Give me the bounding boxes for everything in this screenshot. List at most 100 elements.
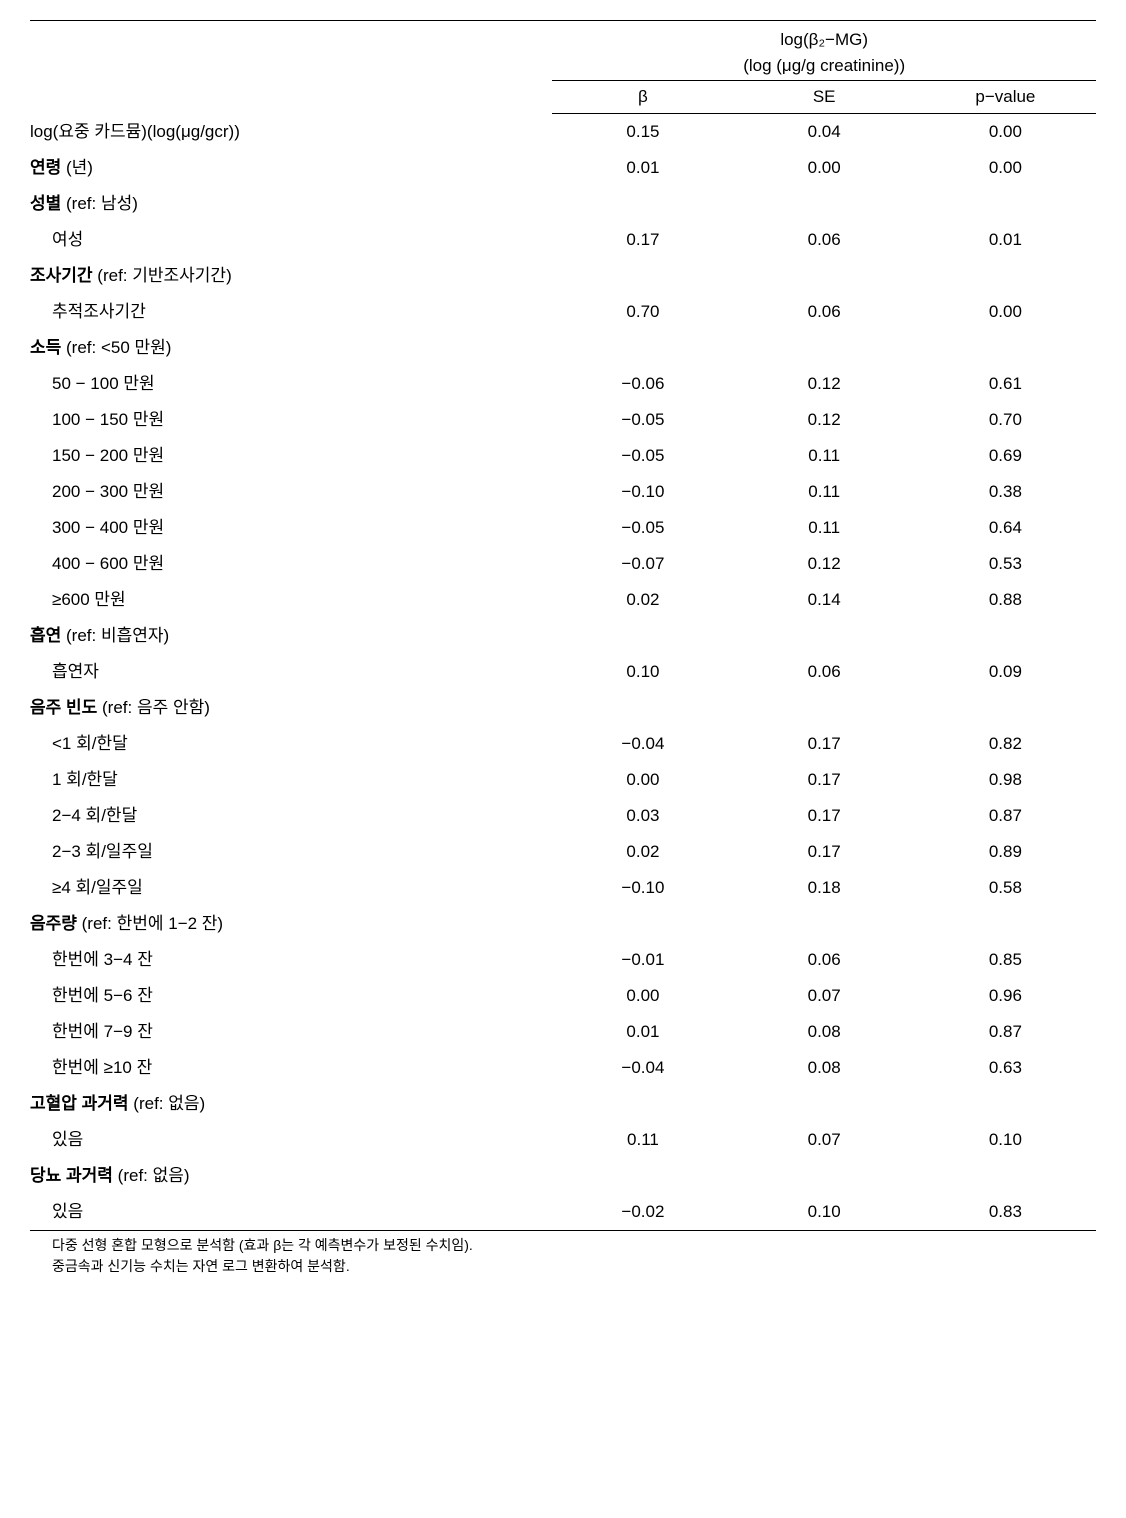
cell-se [734,1158,915,1194]
row-label: 흡연자 [30,654,552,690]
table-header: log(β₂−MG) (log (μg/g creatinine)) β SE … [30,21,1096,114]
row-label-rest: (ref: 없음) [113,1166,190,1185]
row-label-rest: (년) [61,158,93,177]
row-label: 당뇨 과거력 (ref: 없음) [30,1158,552,1194]
row-label: 2−4 회/한달 [30,798,552,834]
row-label: 1 회/한달 [30,762,552,798]
row-label: 한번에 3−4 잔 [30,942,552,978]
cell-beta [552,906,733,942]
cell-p: 0.09 [915,654,1096,690]
cell-p: 0.53 [915,546,1096,582]
row-label: 고혈압 과거력 (ref: 없음) [30,1086,552,1122]
table-row: 음주량 (ref: 한번에 1−2 잔) [30,906,1096,942]
row-label-bold: 연령 [30,158,61,177]
cell-se: 0.17 [734,798,915,834]
footnote-1: 다중 선형 혼합 모형으로 분석함 (효과 β는 각 예측변수가 보정된 수치임… [52,1235,1096,1256]
table-row: 소득 (ref: <50 만원) [30,330,1096,366]
cell-beta: −0.01 [552,942,733,978]
cell-beta: 0.00 [552,978,733,1014]
cell-se: 0.06 [734,654,915,690]
cell-beta: −0.04 [552,726,733,762]
table-row: 50 − 100 만원−0.060.120.61 [30,366,1096,402]
row-label-bold: 고혈압 과거력 [30,1094,129,1113]
cell-p: 0.69 [915,438,1096,474]
row-label-bold: 조사기간 [30,266,93,285]
cell-se [734,258,915,294]
cell-se: 0.17 [734,834,915,870]
col-header-beta: β [552,81,733,114]
footnote-2: 중금속과 신기능 수치는 자연 로그 변환하여 분석함. [52,1256,1096,1277]
row-label: 한번에 ≥10 잔 [30,1050,552,1086]
cell-se: 0.06 [734,942,915,978]
regression-table: log(β₂−MG) (log (μg/g creatinine)) β SE … [30,20,1096,1231]
cell-beta [552,618,733,654]
cell-p [915,1158,1096,1194]
cell-beta: 0.01 [552,1014,733,1050]
cell-se: 0.07 [734,978,915,1014]
cell-p: 0.00 [915,150,1096,186]
row-label: log(요중 카드뮴)(log(μg/gcr)) [30,114,552,151]
row-label-rest: (ref: 음주 안함) [97,698,210,717]
table-row: 100 − 150 만원−0.050.120.70 [30,402,1096,438]
cell-se: 0.06 [734,222,915,258]
cell-beta [552,1158,733,1194]
row-label: 조사기간 (ref: 기반조사기간) [30,258,552,294]
row-label: 400 − 600 만원 [30,546,552,582]
row-label-bold: 흡연 [30,626,61,645]
cell-p: 0.10 [915,1122,1096,1158]
cell-se: 0.11 [734,510,915,546]
row-label: 흡연 (ref: 비흡연자) [30,618,552,654]
cell-p: 0.00 [915,114,1096,151]
row-label: 있음 [30,1194,552,1231]
row-label-rest: (ref: 기반조사기간) [93,266,232,285]
cell-p: 0.85 [915,942,1096,978]
row-label: 2−3 회/일주일 [30,834,552,870]
row-label: 음주량 (ref: 한번에 1−2 잔) [30,906,552,942]
row-label: 추적조사기간 [30,294,552,330]
cell-beta: −0.06 [552,366,733,402]
cell-se: 0.07 [734,1122,915,1158]
cell-p: 0.87 [915,1014,1096,1050]
cell-beta: −0.10 [552,474,733,510]
cell-se: 0.00 [734,150,915,186]
table-row: 연령 (년)0.010.000.00 [30,150,1096,186]
table-row: 400 − 600 만원−0.070.120.53 [30,546,1096,582]
cell-p: 0.61 [915,366,1096,402]
cell-p: 0.01 [915,222,1096,258]
cell-beta: −0.02 [552,1194,733,1231]
cell-se [734,330,915,366]
cell-beta [552,690,733,726]
table-row: 흡연자0.100.060.09 [30,654,1096,690]
row-label: 150 − 200 만원 [30,438,552,474]
cell-beta: 0.15 [552,114,733,151]
cell-se: 0.11 [734,474,915,510]
table-row: 성별 (ref: 남성) [30,186,1096,222]
row-label-bold: 소득 [30,338,61,357]
cell-se: 0.17 [734,726,915,762]
table-body: log(요중 카드뮴)(log(μg/gcr))0.150.040.00연령 (… [30,114,1096,1231]
cell-beta: −0.10 [552,870,733,906]
cell-beta: 0.02 [552,834,733,870]
cell-se: 0.14 [734,582,915,618]
table-row: 200 − 300 만원−0.100.110.38 [30,474,1096,510]
cell-p: 0.98 [915,762,1096,798]
row-label-rest: (ref: 한번에 1−2 잔) [77,914,223,933]
row-label: 300 − 400 만원 [30,510,552,546]
cell-beta: 0.00 [552,762,733,798]
cell-p: 0.88 [915,582,1096,618]
row-label-bold: 당뇨 과거력 [30,1166,113,1185]
row-label-bold: 음주 빈도 [30,698,97,717]
cell-beta: 0.03 [552,798,733,834]
table-row: log(요중 카드뮴)(log(μg/gcr))0.150.040.00 [30,114,1096,151]
footnotes: 다중 선형 혼합 모형으로 분석함 (효과 β는 각 예측변수가 보정된 수치임… [30,1231,1096,1277]
cell-se [734,690,915,726]
cell-se [734,906,915,942]
col-header-p: p−value [915,81,1096,114]
row-label: 있음 [30,1122,552,1158]
cell-beta [552,258,733,294]
cell-p: 0.96 [915,978,1096,1014]
table-row: 한번에 5−6 잔0.000.070.96 [30,978,1096,1014]
table-row: 2−3 회/일주일0.020.170.89 [30,834,1096,870]
row-label-bold: 성별 [30,194,61,213]
row-label: 한번에 5−6 잔 [30,978,552,1014]
